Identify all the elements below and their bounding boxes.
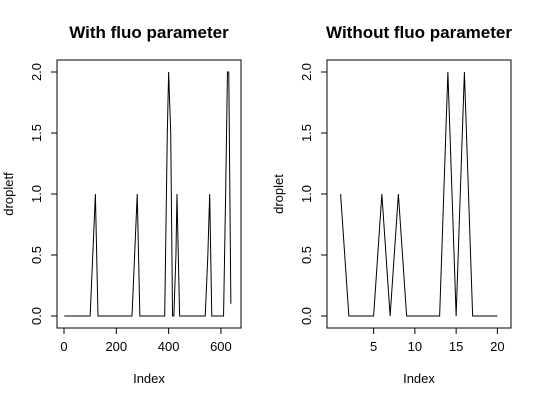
left-y-tick-label: 1.0 <box>29 185 44 203</box>
right-x-tick-label: 15 <box>449 339 463 354</box>
left-y-tick-label: 0.0 <box>29 307 44 325</box>
chart-right-x-axis: 5 10 15 20 <box>370 327 505 354</box>
right-series-line <box>340 71 498 317</box>
left-series-line <box>64 71 232 317</box>
right-y-tick-label: 2.0 <box>299 63 314 81</box>
chart-left-series <box>64 71 232 317</box>
chart-right-xlabel: Index <box>403 371 435 386</box>
chart-right-ylabel: droplet <box>271 174 286 214</box>
chart-left-x-axis: 0 200 400 600 <box>60 327 232 354</box>
chart-right-y-axis: 0.0 0.5 1.0 1.5 2.0 <box>299 63 328 325</box>
left-x-tick-label: 0 <box>60 339 67 354</box>
right-y-tick-label: 1.0 <box>299 185 314 203</box>
right-y-tick-label: 1.5 <box>299 124 314 142</box>
right-x-tick-label: 5 <box>370 339 377 354</box>
chart-left-title: With fluo parameter <box>69 23 229 42</box>
chart-right: Without fluo parameter Index droplet 5 10… <box>271 23 512 386</box>
chart-left-plot-frame <box>56 59 242 329</box>
left-y-tick-label: 0.5 <box>29 246 44 264</box>
chart-right-series <box>340 71 498 317</box>
chart-left-xlabel: Index <box>133 371 165 386</box>
left-y-tick-label: 2.0 <box>29 63 44 81</box>
right-x-tick-label: 10 <box>408 339 422 354</box>
left-x-tick-label: 400 <box>158 339 180 354</box>
chart-right-title: Without fluo parameter <box>326 23 512 42</box>
left-y-tick-label: 1.5 <box>29 124 44 142</box>
chart-left: With fluo parameter Index dropletf 0 200 4… <box>1 23 242 386</box>
right-x-tick-label: 20 <box>490 339 504 354</box>
right-y-tick-label: 0.5 <box>299 246 314 264</box>
chart-right-plot-frame <box>326 59 512 329</box>
right-y-tick-label: 0.0 <box>299 307 314 325</box>
left-x-tick-label: 200 <box>105 339 127 354</box>
left-x-tick-label: 600 <box>210 339 232 354</box>
chart-left-ylabel: dropletf <box>1 172 16 216</box>
chart-left-y-axis: 0.0 0.5 1.0 1.5 2.0 <box>29 63 58 325</box>
